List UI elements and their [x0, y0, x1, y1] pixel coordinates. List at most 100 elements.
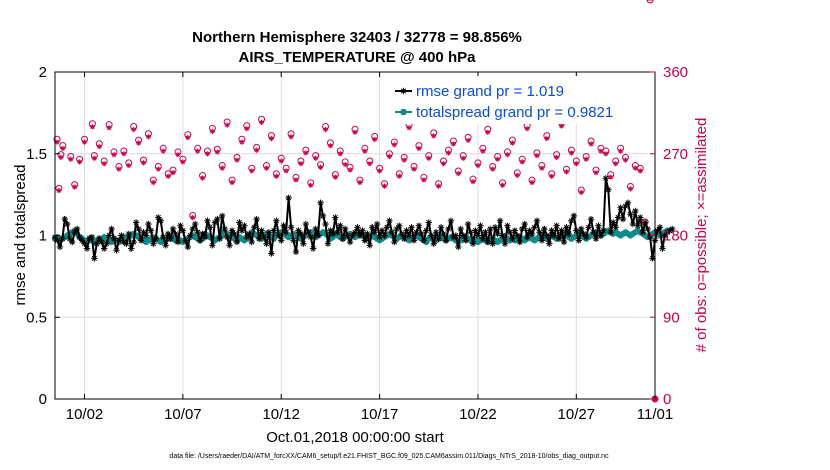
x-tick-label: 10/17 [361, 406, 399, 423]
obs-assimilated-marker [529, 179, 535, 186]
rmse-point [629, 220, 637, 228]
rmse-point [273, 217, 280, 224]
rmse-point [305, 229, 312, 236]
star-stroke [278, 237, 284, 243]
star-stroke [446, 150, 451, 156]
obs-assimilated-marker [209, 128, 215, 135]
star-stroke [308, 183, 313, 188]
obs-assimilated-marker [180, 159, 186, 165]
star-stroke [445, 226, 452, 232]
obs-assimilated-marker [627, 186, 634, 192]
obs-assimilated-marker [234, 157, 240, 163]
y-tick-label-left: 2 [39, 64, 47, 81]
rmse-point [334, 229, 341, 236]
rmse-point [223, 233, 231, 241]
star-stroke [180, 228, 186, 234]
rmse-point [199, 230, 206, 238]
star-stroke [411, 166, 417, 172]
star-stroke [337, 223, 343, 229]
x-tick-label: 10/22 [459, 406, 497, 423]
star-stroke [140, 229, 147, 235]
star-stroke [622, 203, 629, 209]
rmse-point [206, 224, 214, 231]
star-stroke [645, 226, 651, 232]
x-tick-label: 11/01 [637, 406, 673, 423]
rmse-point [511, 227, 519, 234]
obs-assimilated-marker [539, 165, 545, 171]
rmse-point [341, 225, 349, 233]
rmse-point [81, 240, 88, 247]
star-stroke [608, 229, 614, 235]
star-stroke [603, 175, 609, 181]
star-stroke [261, 234, 267, 240]
star-stroke [128, 245, 134, 252]
star-stroke [436, 184, 441, 189]
rmse-point [364, 230, 371, 238]
star-stroke [177, 223, 184, 229]
rmse-point [521, 220, 528, 228]
star-stroke [477, 223, 484, 229]
obs-assimilated-marker [583, 156, 589, 162]
star-stroke [392, 142, 397, 148]
rmse-point [246, 230, 253, 238]
rmse-point [533, 217, 541, 224]
star-stroke [509, 236, 515, 242]
rmse-point [292, 248, 300, 256]
star-stroke [357, 232, 363, 239]
obs-assimilated-marker [391, 142, 397, 148]
rmse-point [595, 222, 602, 229]
star-stroke [467, 229, 474, 235]
star-stroke [441, 161, 446, 166]
obs-assimilated-marker [455, 171, 461, 177]
star-stroke [170, 226, 176, 232]
star-stroke [234, 239, 240, 245]
star-stroke [204, 218, 211, 224]
rmse-point [597, 232, 605, 239]
star-stroke [187, 232, 193, 239]
star-stroke [659, 245, 665, 252]
star-stroke [146, 134, 151, 139]
star-stroke [121, 151, 127, 157]
obs-assimilated-marker [268, 135, 274, 142]
rmse-point [307, 233, 314, 241]
rmse-point [105, 232, 113, 239]
rmse-point [447, 217, 455, 224]
star-stroke [244, 126, 249, 131]
star-stroke [635, 223, 641, 229]
star-stroke [485, 239, 491, 245]
rmse-point [61, 215, 69, 223]
star-stroke [258, 228, 265, 234]
rmse-point [423, 227, 430, 234]
star-stroke [180, 159, 186, 165]
star-stroke [197, 237, 203, 243]
star-stroke [131, 127, 136, 132]
star-stroke [451, 141, 456, 147]
obs-assimilated-marker [214, 149, 220, 155]
rmse-point [73, 225, 81, 233]
rmse-point [241, 222, 248, 229]
rmse-point [590, 229, 597, 236]
obs-assimilated-marker [573, 161, 579, 167]
obs-assimilated-marker [96, 144, 102, 150]
star-stroke [185, 135, 190, 140]
star-stroke [327, 228, 334, 234]
star-stroke [421, 237, 427, 243]
x-axis-label: Oct.01,2018 00:00:00 start [266, 429, 444, 446]
legend-rmse-marker [400, 87, 407, 95]
obs-assimilated-marker [514, 172, 520, 179]
star-stroke [576, 237, 582, 243]
star-stroke [155, 214, 161, 221]
star-stroke [406, 232, 412, 239]
star-stroke [220, 166, 225, 171]
rmse-point [209, 242, 216, 249]
star-stroke [136, 140, 141, 146]
rmse-point [88, 233, 96, 241]
rmse-point [243, 233, 251, 241]
star-stroke [381, 232, 388, 239]
rmse-point [371, 229, 378, 236]
star-stroke [396, 223, 402, 229]
star-stroke [485, 130, 490, 135]
star-stroke [200, 175, 205, 181]
rmse-point [523, 233, 531, 241]
star-stroke [574, 161, 579, 166]
